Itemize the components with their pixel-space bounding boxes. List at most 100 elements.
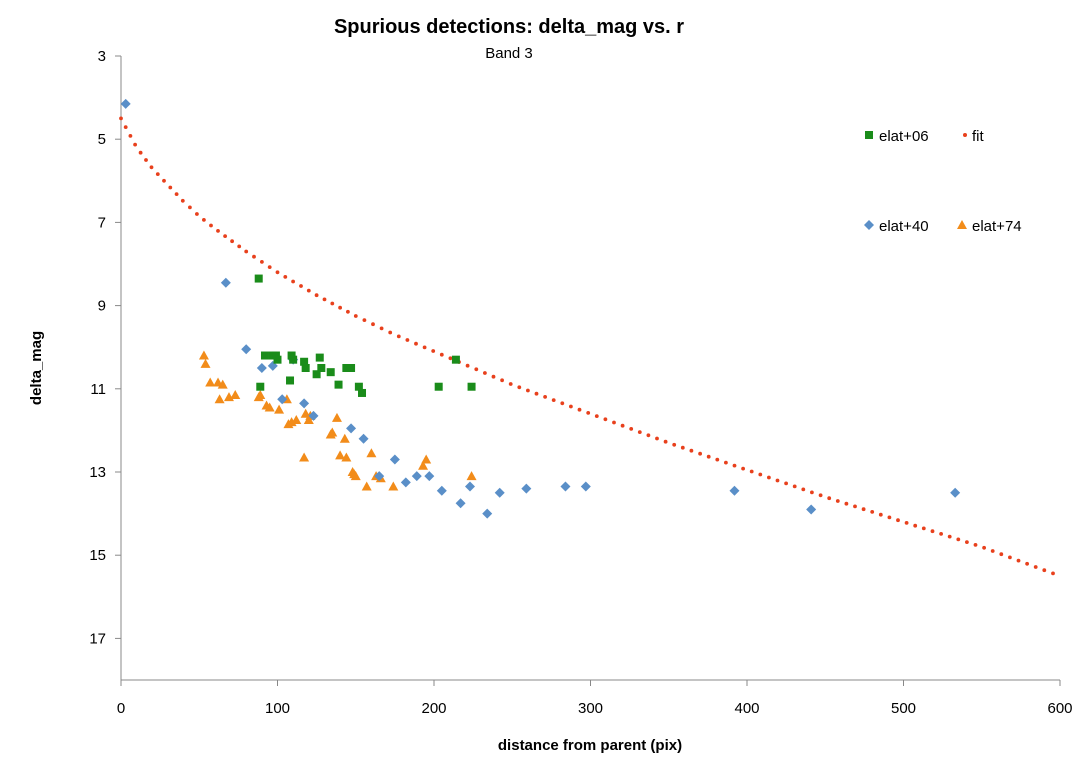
point-elat40 (494, 487, 505, 498)
point-elat06 (301, 364, 310, 372)
fit-dot (237, 244, 242, 249)
fit-dot (878, 512, 883, 517)
point-elat74 (255, 390, 266, 400)
x-tick-label: 500 (891, 700, 916, 717)
fit-dot (174, 192, 179, 197)
point-elat40 (120, 98, 131, 109)
point-elat40 (411, 471, 422, 482)
fit-dot (896, 518, 900, 523)
fit-dot (612, 420, 616, 425)
fit-dot (209, 223, 213, 228)
point-elat06 (260, 351, 269, 360)
x-tick-label: 100 (265, 700, 290, 717)
fit-dot (119, 116, 123, 121)
y-tick-label: 3 (98, 48, 106, 65)
point-elat74 (291, 415, 302, 424)
fit-dot (138, 150, 143, 155)
point-elat40 (729, 485, 740, 496)
fit-dot (904, 521, 909, 525)
point-elat74 (350, 471, 361, 481)
point-elat06 (334, 380, 343, 389)
fit-dot (586, 411, 591, 415)
point-elat74 (205, 377, 216, 387)
fit-dot (283, 275, 288, 279)
fit-dot (784, 481, 788, 486)
fit-dot (956, 537, 961, 542)
fit-dot (965, 540, 969, 544)
fit-curve (119, 116, 1055, 576)
fit-dot (620, 423, 625, 428)
fit-dot (362, 318, 367, 322)
legend-label-elat40: elat+40 (879, 218, 929, 235)
fit-dot (775, 478, 780, 483)
fit-dot (465, 363, 470, 368)
fit-dot (551, 398, 556, 402)
fit-dot (322, 297, 327, 302)
point-elat40 (424, 471, 435, 482)
fit-dot (267, 265, 272, 269)
y-tick-label: 7 (98, 214, 106, 231)
point-elat06 (451, 355, 460, 364)
fit-dot (655, 436, 659, 441)
fit-dot (629, 427, 634, 431)
fit-dot (887, 515, 892, 520)
fit-dot (741, 466, 745, 471)
fit-dot (133, 142, 138, 147)
fit-dot (338, 305, 342, 310)
point-elat74 (198, 350, 209, 360)
fit-dot (1025, 561, 1029, 566)
fit-dot (939, 532, 943, 536)
fit-dot (577, 407, 582, 412)
point-elat74 (421, 454, 432, 464)
fit-dot (526, 388, 530, 393)
x-tick-label: 0 (117, 700, 125, 717)
chart-title: Spurious detections: delta_mag vs. r (334, 16, 684, 38)
point-elat40 (358, 433, 369, 444)
fit-dot (827, 496, 832, 501)
fit-dot (706, 454, 711, 459)
fit-dot (216, 229, 220, 233)
point-elat40 (256, 363, 267, 373)
point-elat74 (200, 358, 211, 368)
point-elat06 (254, 274, 263, 283)
fit-dot (448, 356, 453, 361)
point-elat06 (256, 382, 265, 391)
point-elat40 (560, 481, 571, 492)
point-elat06 (286, 376, 295, 385)
fit-dot (646, 433, 651, 438)
fit-dot (560, 401, 565, 406)
point-elat74 (339, 433, 350, 443)
point-elat74 (341, 452, 352, 462)
point-elat74 (466, 471, 477, 481)
x-axis-title: distance from parent (pix) (498, 737, 682, 754)
point-elat06 (271, 351, 280, 360)
fit-dot (517, 385, 522, 390)
fit-dot (431, 349, 436, 353)
fit-dot (180, 198, 185, 203)
fit-dot (223, 234, 228, 239)
point-elat06 (300, 357, 309, 366)
point-elat06 (354, 382, 363, 391)
fit-dot (405, 338, 410, 342)
point-elat40 (220, 277, 231, 288)
point-elat40 (389, 454, 400, 465)
legend-swatch-fit (963, 133, 967, 137)
point-elat40 (950, 487, 961, 498)
point-elat40 (346, 423, 357, 434)
point-elat74 (274, 404, 285, 414)
point-elat74 (361, 481, 372, 491)
point-elat40 (436, 485, 447, 496)
chart-subtitle: Band 3 (485, 45, 533, 62)
point-elat74 (214, 394, 225, 404)
point-elat74 (264, 402, 275, 412)
fit-dot (202, 218, 206, 222)
fit-dot (414, 341, 418, 346)
point-elat06 (434, 382, 443, 391)
fit-dot (346, 309, 350, 314)
legend-swatch-elat06 (865, 131, 873, 139)
x-tick-label: 200 (421, 700, 446, 717)
fit-dot (422, 345, 427, 350)
y-axis-title: delta_mag (28, 331, 45, 405)
fit-dot (252, 254, 256, 259)
legend-label-elat06: elat+06 (879, 128, 929, 145)
